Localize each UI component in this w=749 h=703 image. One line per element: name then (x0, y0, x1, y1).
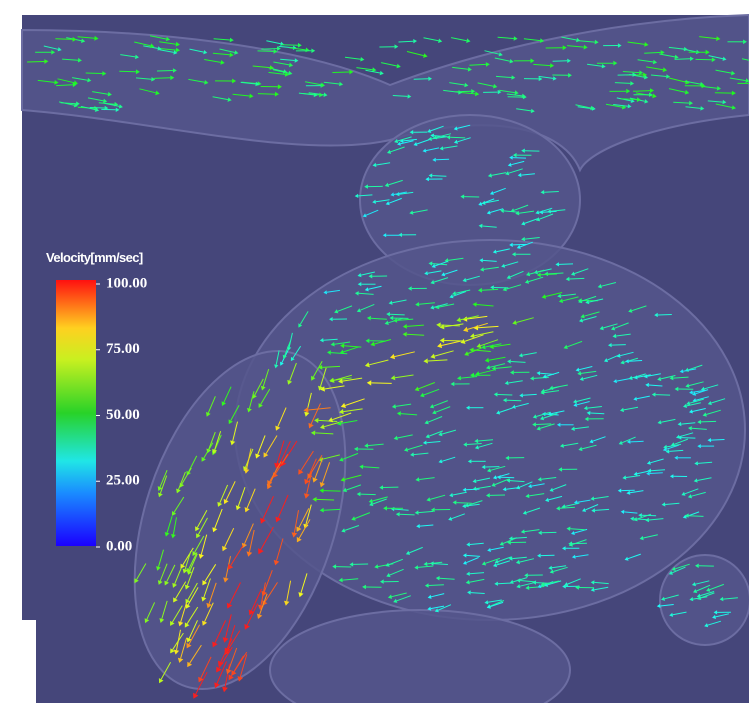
vector (497, 395, 512, 396)
vector (656, 395, 671, 396)
vector (650, 473, 663, 474)
vector (317, 499, 335, 500)
vector (258, 94, 275, 95)
vector (559, 264, 573, 265)
colorbar-tick-label: 50.00 (106, 407, 140, 423)
vector (90, 108, 105, 109)
vector (633, 91, 650, 92)
vector (681, 438, 695, 439)
page: {"colorbar": {"title": "Velocity[mm/sec]… (0, 0, 749, 703)
vector (258, 51, 274, 52)
vector (86, 73, 103, 74)
colorbar-title: Velocity[mm/sec] (46, 250, 143, 265)
vector (711, 440, 725, 441)
vector (154, 78, 171, 79)
vector (360, 494, 375, 495)
vector (456, 503, 471, 504)
colorbar-tick-label: 75.00 (106, 341, 140, 357)
vector (675, 59, 690, 60)
vector (157, 71, 173, 72)
vector (27, 62, 44, 63)
vector (569, 278, 584, 279)
vector (432, 176, 446, 177)
vector (544, 192, 559, 193)
vector (536, 424, 551, 425)
vector (507, 400, 522, 401)
vector (701, 421, 716, 422)
flow-visualization: Velocity[mm/sec] 100.00 75.00 50.00 25.00 0.… (0, 0, 749, 703)
vector (498, 583, 512, 584)
vector (630, 441, 643, 442)
vector (629, 361, 643, 362)
vector (371, 383, 391, 384)
vector (450, 137, 465, 138)
colorbar-tick-label: 100.00 (106, 275, 147, 291)
vector (466, 489, 480, 490)
colorbar-tick-label: 0.00 (106, 538, 132, 554)
vector (513, 158, 526, 159)
vector (689, 516, 704, 517)
vector (390, 314, 405, 315)
colorbar-gradient (56, 280, 96, 546)
vector (658, 315, 672, 316)
vector (436, 159, 449, 160)
colorbar-tick-label: 25.00 (106, 473, 140, 489)
vector (444, 341, 464, 342)
vector (400, 514, 415, 515)
vector (55, 39, 72, 40)
vector (332, 72, 349, 73)
vector (513, 244, 527, 245)
vector (282, 45, 298, 46)
vector (612, 345, 626, 346)
vector (261, 49, 277, 50)
margin (0, 620, 36, 703)
vector (324, 491, 341, 492)
vector (119, 71, 136, 72)
